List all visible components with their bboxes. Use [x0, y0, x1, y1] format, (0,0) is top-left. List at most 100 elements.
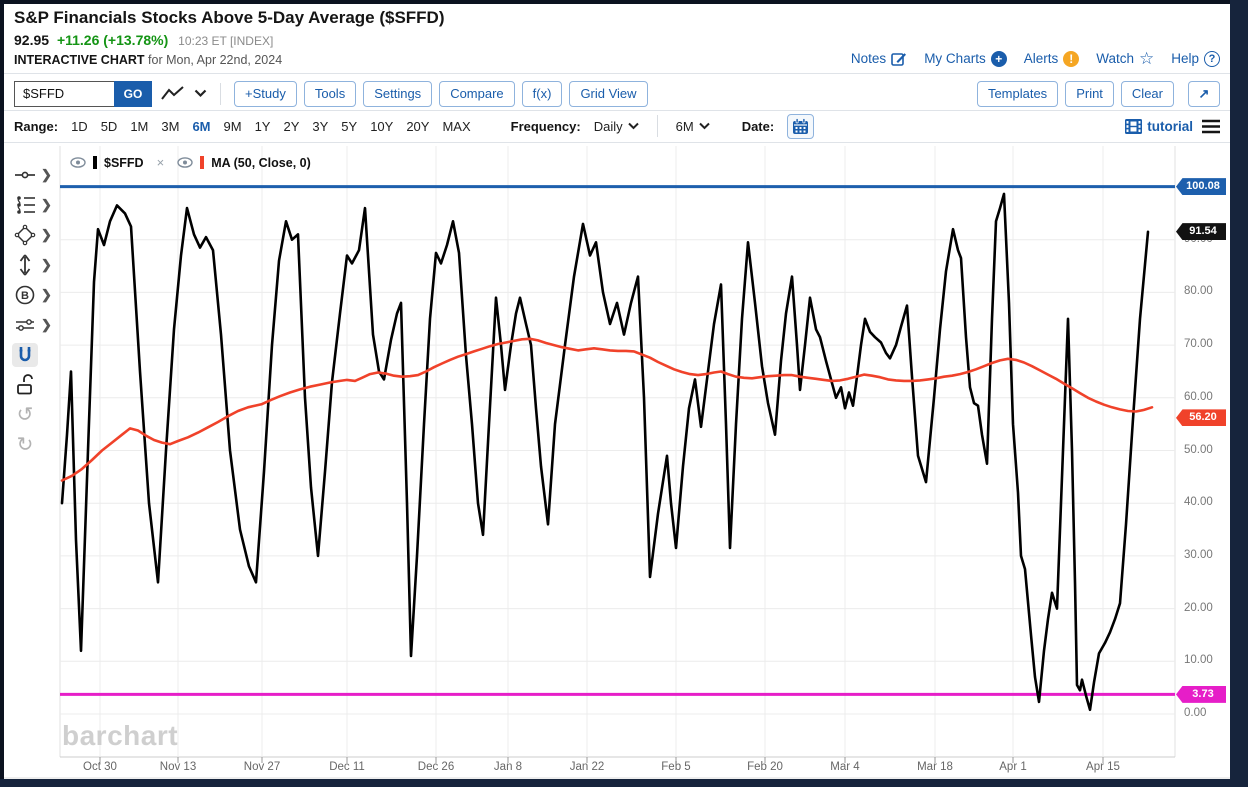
series-label-sffd[interactable]: $SFFD: [104, 155, 144, 170]
sidebar-tool-unlock-tool[interactable]: [12, 370, 58, 400]
toolbar-settings-button[interactable]: Settings: [363, 80, 433, 107]
circled-b-icon[interactable]: B: [12, 283, 38, 307]
sidebar-tool-arrow-tools[interactable]: ❯: [12, 250, 58, 280]
date-picker-button[interactable]: [787, 113, 815, 139]
x-axis-label: Feb 20: [747, 761, 783, 773]
undo-icon[interactable]: ↺: [16, 404, 34, 426]
chart-type-icon[interactable]: [160, 84, 186, 104]
sidebar-tool-shape-tools[interactable]: ❯: [12, 220, 58, 250]
x-axis-label: Jan 8: [493, 761, 523, 773]
y-axis-label: 20.00: [1184, 601, 1213, 614]
magnet-icon[interactable]: [12, 343, 38, 367]
header-link-help[interactable]: Help?: [1171, 50, 1220, 67]
date-label: Date:: [741, 118, 775, 134]
sidebar-tool-buy-sell-tool[interactable]: B ❯: [12, 280, 58, 310]
range-items: 1D 5D 1M 3M 6M 9M 1Y 2Y 3Y 5Y 10Y 20Y MAX: [71, 119, 471, 134]
window-border-top: [0, 0, 1248, 4]
header-link-my-charts[interactable]: My Charts +: [924, 50, 1007, 67]
frequency-dropdown[interactable]: Daily: [594, 119, 639, 134]
toolbar-separator: [220, 82, 221, 105]
range-option-5d[interactable]: 5D: [100, 118, 118, 134]
series-color-swatch: [200, 156, 205, 169]
x-axis-label: Feb 5: [661, 761, 691, 773]
film-icon: [1125, 118, 1143, 134]
eye-icon[interactable]: [70, 157, 86, 168]
submenu-chevron-icon[interactable]: ❯: [41, 287, 52, 302]
page-date-label: for Mon, Apr 22nd, 2024: [148, 53, 283, 67]
toolbar-templates-button[interactable]: Templates: [976, 80, 1059, 107]
frequency-label: Frequency:: [510, 118, 581, 134]
menu-icon[interactable]: [1202, 119, 1220, 134]
open-lock-icon[interactable]: [12, 373, 38, 397]
y-axis-label: 10.00: [1184, 654, 1213, 667]
toolbar-print-button[interactable]: Print: [1065, 80, 1114, 107]
tutorial-link[interactable]: tutorial: [1125, 118, 1193, 134]
period-dropdown[interactable]: 6M: [676, 119, 710, 134]
symbol-search: GO: [14, 80, 152, 107]
x-axis-label: Oct 30: [83, 761, 117, 773]
range-option-20y[interactable]: 20Y: [406, 118, 430, 134]
submenu-chevron-icon[interactable]: ❯: [41, 257, 52, 272]
eye-icon[interactable]: [177, 157, 193, 168]
notes-edit-icon: [891, 52, 907, 66]
header-link-notes[interactable]: Notes: [851, 51, 907, 67]
toolbar-f-x--button[interactable]: f(x): [521, 80, 563, 107]
sidebar-tool-annotation-tools[interactable]: ❯: [12, 190, 58, 220]
sidebar-tool-magnet-tool[interactable]: [12, 340, 58, 370]
range-option-10y[interactable]: 10Y: [370, 118, 394, 134]
price-tag-100.08: 100.08: [1176, 178, 1226, 196]
chart-type-caret-icon[interactable]: [194, 89, 207, 98]
submenu-chevron-icon[interactable]: ❯: [41, 197, 52, 212]
frequency-value: Daily: [593, 118, 623, 134]
range-option-2y[interactable]: 2Y: [283, 118, 300, 134]
range-option-6m[interactable]: 6M: [192, 118, 211, 134]
expand-chart-button[interactable]: ↗: [1188, 80, 1220, 107]
window-border-left: [0, 0, 4, 787]
sidebar-tool-undo[interactable]: ↺: [12, 400, 58, 430]
quote-time: 10:23 ET [INDEX]: [178, 34, 274, 48]
go-button[interactable]: GO: [114, 80, 152, 107]
range-option-1d[interactable]: 1D: [71, 118, 88, 134]
chevron-down-icon: [698, 122, 710, 130]
range-option-3m[interactable]: 3M: [161, 118, 180, 134]
symbol-input[interactable]: [14, 80, 114, 107]
header-divider: [4, 73, 1230, 74]
point-list-icon[interactable]: [12, 193, 38, 217]
range-option-1y[interactable]: 1Y: [254, 118, 271, 134]
sidebar-tool-trendline-tool[interactable]: ❯: [12, 160, 58, 190]
sliders-icon[interactable]: [12, 313, 38, 337]
trendline-icon[interactable]: [12, 163, 38, 187]
page-type-row: INTERACTIVE CHART for Mon, Apr 22nd, 202…: [14, 53, 282, 67]
sidebar-tool-redo[interactable]: ↻: [12, 430, 58, 460]
toolbar--study-button[interactable]: +Study: [234, 80, 297, 107]
up-down-arrow-icon[interactable]: [12, 253, 38, 277]
redo-icon[interactable]: ↻: [16, 434, 34, 456]
diamond-icon[interactable]: [12, 223, 38, 247]
sidebar-tool-indicator-sliders[interactable]: ❯: [12, 310, 58, 340]
x-axis-label: Mar 4: [830, 761, 860, 773]
header-link-watch[interactable]: Watch ☆: [1096, 50, 1154, 67]
header-link-alerts[interactable]: Alerts!: [1024, 50, 1080, 67]
toolbar-buttons: +Study Tools Settings Compare f(x) Grid View: [234, 80, 655, 107]
remove-series-icon[interactable]: ×: [156, 155, 165, 170]
range-option-3y[interactable]: 3Y: [312, 118, 329, 134]
submenu-chevron-icon[interactable]: ❯: [41, 317, 52, 332]
submenu-chevron-icon[interactable]: ❯: [41, 167, 52, 182]
range-option-5y[interactable]: 5Y: [341, 118, 358, 134]
range-option-1m[interactable]: 1M: [130, 118, 149, 134]
toolbar-tools-button[interactable]: Tools: [303, 80, 357, 107]
chart-toolbar-right: Templates Print Clear ↗: [976, 80, 1220, 107]
series-label-ma[interactable]: MA (50, Close, 0): [211, 155, 311, 170]
alert-circle-icon: !: [1063, 50, 1080, 67]
toolbar-compare-button[interactable]: Compare: [439, 80, 515, 107]
submenu-chevron-icon[interactable]: ❯: [41, 227, 52, 242]
toolbar-buttons-right: Templates Print Clear: [976, 80, 1181, 107]
plus-circle-icon: +: [990, 50, 1007, 67]
range-option-max[interactable]: MAX: [442, 118, 471, 134]
toolbar-divider: [4, 110, 1230, 111]
toolbar-clear-button[interactable]: Clear: [1120, 80, 1174, 107]
range-option-9m[interactable]: 9M: [223, 118, 242, 134]
toolbar-grid-view-button[interactable]: Grid View: [569, 80, 648, 107]
